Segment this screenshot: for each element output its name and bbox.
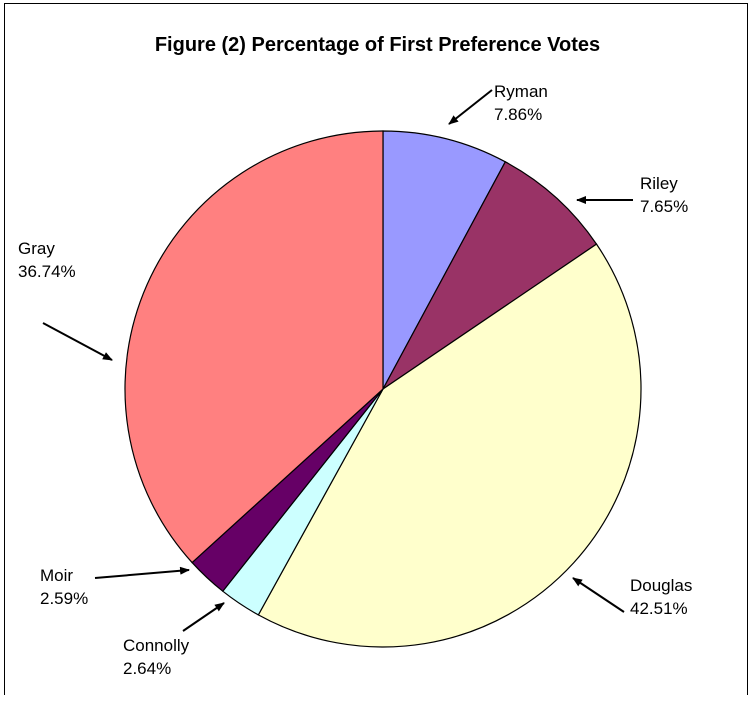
slice-name-label: Gray [18, 239, 55, 258]
pie-slice-gray [124, 130, 384, 564]
callout-arrow-douglas [572, 577, 625, 613]
data-label-gray: Gray 36.74% [18, 239, 76, 281]
data-label-riley: Riley 7.65% [640, 174, 688, 216]
slice-name-label: Riley [640, 174, 678, 193]
slice-name-label: Ryman [494, 82, 548, 101]
slice-name-label: Douglas [630, 576, 692, 595]
slice-percent-label: 7.86% [494, 105, 542, 124]
slice-percent-label: 42.51% [630, 599, 688, 618]
callout-arrow-ryman [448, 89, 493, 125]
callout-arrow-connolly [182, 602, 225, 632]
slice-percent-label: 2.64% [123, 659, 171, 678]
callout-arrow-moir [94, 566, 190, 579]
callout-arrow-gray [42, 322, 113, 361]
slice-percent-label: 2.59% [40, 589, 88, 608]
data-label-moir: Moir 2.59% [40, 566, 88, 608]
pie-slice-riley [382, 161, 598, 390]
data-label-douglas: Douglas 42.51% [630, 576, 692, 618]
pie-slice-douglas [257, 243, 642, 648]
chart-title: Figure (2) Percentage of First Preferenc… [154, 34, 601, 56]
data-label-connolly: Connolly 2.64% [123, 636, 190, 678]
pie-slice-ryman [382, 130, 507, 390]
slice-name-label: Connolly [123, 636, 190, 655]
slice-name-label: Moir [40, 566, 73, 585]
slice-percent-label: 36.74% [18, 262, 76, 281]
slice-percent-label: 7.65% [640, 197, 688, 216]
data-label-ryman: Ryman 7.86% [494, 82, 548, 124]
